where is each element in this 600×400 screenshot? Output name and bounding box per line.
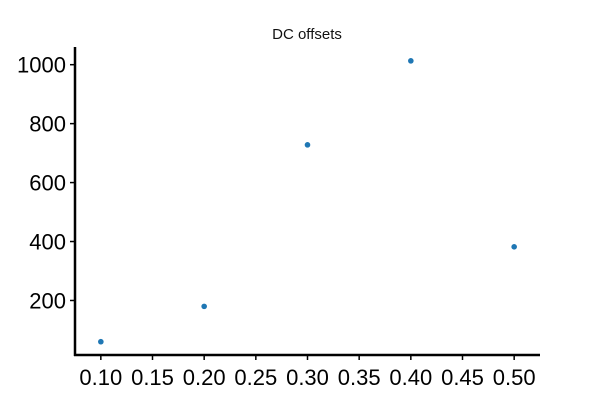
x-tick-label: 0.15 — [131, 365, 174, 390]
y-tick-label: 600 — [29, 171, 66, 196]
data-point — [201, 303, 207, 310]
x-tick-label: 0.45 — [441, 365, 484, 390]
x-tick-label: 0.35 — [338, 365, 381, 390]
x-tick-label: 0.10 — [79, 365, 122, 390]
chart-title: DC offsets — [272, 26, 342, 43]
y-tick-label: 200 — [29, 288, 66, 313]
y-tick-label: 1000 — [17, 53, 66, 78]
x-tick-label: 0.50 — [493, 365, 536, 390]
plot-area: 0.10 0.15 0.20 0.25 0.30 0.35 0.40 0.45 0.50 200 4… — [17, 47, 540, 390]
x-tick-label: 0.20 — [183, 365, 226, 390]
x-tick-label: 0.40 — [389, 365, 432, 390]
x-tick-label: 0.30 — [286, 365, 329, 390]
data-point — [98, 338, 104, 345]
y-tick-label: 400 — [29, 230, 66, 255]
x-tick-label: 0.25 — [234, 365, 277, 390]
data-point — [408, 58, 414, 64]
data-point — [304, 142, 311, 148]
data-point — [511, 244, 517, 250]
y-tick-label: 800 — [29, 112, 66, 137]
